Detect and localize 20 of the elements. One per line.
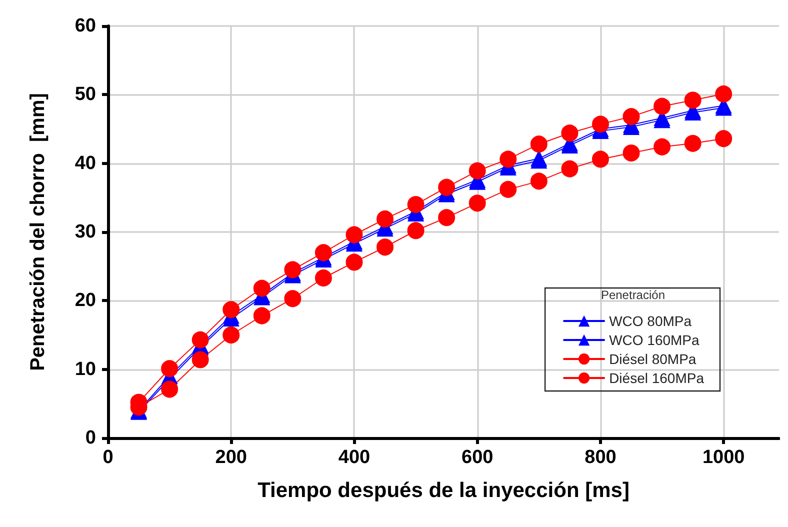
y-tick-label: 0	[85, 428, 96, 448]
y-tick-label: 10	[74, 358, 96, 380]
legend-label: Diésel 160MPa	[609, 370, 704, 386]
x-tick-label: 400	[338, 447, 370, 468]
y-axis-title: Penetración del chorro [mm]	[27, 93, 49, 371]
y-tick-label: 50	[74, 84, 96, 106]
y-tick-label: 20	[74, 290, 96, 312]
y-tick-label: 30	[74, 222, 96, 242]
x-axis-title: Tiempo después de la inyección [ms]	[258, 479, 630, 502]
x-tick-label: 600	[462, 447, 494, 468]
legend-label: WCO 160MPa	[609, 332, 700, 348]
x-tick-label: 0	[102, 447, 114, 468]
x-tick-label: 800	[584, 447, 616, 468]
legend-label: WCO 80MPa	[609, 313, 692, 329]
x-tick-label: 200	[215, 447, 247, 468]
x-tick-label: 1000	[702, 447, 745, 468]
y-tick-label: 40	[74, 152, 96, 174]
y-tick-label: 60	[74, 16, 96, 36]
legend-label: Diésel 80MPa	[609, 351, 696, 367]
legend-title: Penetración	[600, 288, 666, 302]
